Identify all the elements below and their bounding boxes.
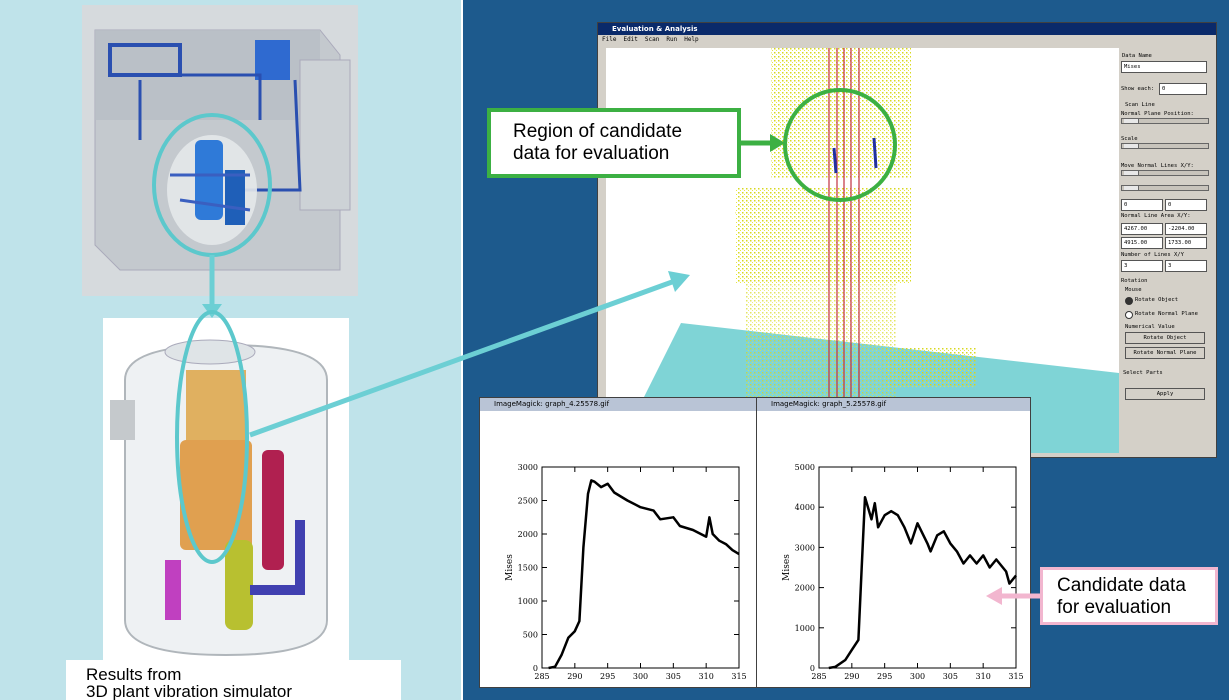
button[interactable]: Rotate Object: [1125, 332, 1205, 344]
control-label: Select Parts: [1123, 368, 1163, 378]
text-field[interactable]: 0: [1165, 199, 1207, 211]
text-field[interactable]: 3: [1165, 260, 1207, 272]
text-field[interactable]: 4267.00: [1121, 223, 1163, 235]
y-tick-label: 5000: [795, 463, 815, 472]
y-tick-label: 2500: [518, 497, 538, 506]
x-tick-label: 285: [534, 672, 549, 681]
plot-frame: [819, 467, 1016, 668]
y-tick-label: 4000: [795, 503, 815, 512]
x-tick-label: 315: [1008, 672, 1023, 681]
y-tick-label: 3000: [518, 463, 538, 472]
menu-item[interactable]: Help: [684, 36, 698, 43]
plot-frame: [542, 467, 739, 668]
slider[interactable]: [1121, 143, 1209, 149]
text-field[interactable]: 0: [1121, 199, 1163, 211]
data-line: [549, 480, 739, 668]
control-label: Data Name: [1122, 51, 1152, 61]
radio-button[interactable]: [1125, 297, 1133, 305]
x-tick-label: 300: [633, 672, 648, 681]
button[interactable]: Rotate Normal Plane: [1125, 347, 1205, 359]
x-tick-label: 295: [600, 672, 615, 681]
y-tick-label: 500: [523, 631, 538, 640]
x-tick-label: 285: [811, 672, 826, 681]
y-axis-label: Mises: [782, 554, 792, 581]
y-tick-label: 1500: [518, 564, 538, 573]
x-tick-label: 305: [666, 672, 681, 681]
x-tick-label: 305: [943, 672, 958, 681]
menu-item[interactable]: File: [602, 36, 616, 43]
callout: Candidate data for evaluation: [1040, 567, 1218, 625]
radio-option[interactable]: Rotate Normal Plane: [1125, 309, 1198, 319]
callout-text: Region of candidate: [513, 121, 737, 143]
caption: 3D plant vibration simulator: [86, 682, 292, 700]
text-field[interactable]: 3: [1121, 260, 1163, 272]
menu-item[interactable]: Scan: [645, 36, 659, 43]
control-label: Numerical Value: [1125, 322, 1175, 332]
x-tick-label: 300: [910, 672, 925, 681]
radio-button[interactable]: [1125, 311, 1133, 319]
data-line: [829, 497, 1016, 668]
callout-text: for evaluation: [1057, 597, 1215, 619]
x-tick-label: 310: [699, 672, 714, 681]
text-field[interactable]: 4915.00: [1121, 237, 1163, 249]
menu-item[interactable]: Edit: [623, 36, 637, 43]
button[interactable]: Apply: [1125, 388, 1205, 400]
control-label: Show each:: [1121, 84, 1154, 94]
page: Results from 3D plant vibration simulato…: [0, 0, 1229, 700]
x-tick-label: 290: [567, 672, 582, 681]
text-field[interactable]: -2204.00: [1165, 223, 1207, 235]
callout-text: Candidate data: [1057, 575, 1215, 597]
menu-bar: File Edit Scan Run Help: [602, 36, 706, 43]
control-label: Number of Lines X/Y: [1121, 250, 1184, 260]
dropdown[interactable]: 0: [1159, 83, 1207, 95]
x-tick-label: 295: [877, 672, 892, 681]
reactor-image: [103, 312, 349, 668]
slider-thumb: [1124, 144, 1139, 148]
x-tick-label: 290: [844, 672, 859, 681]
callout: Region of candidate data for evaluation: [487, 108, 741, 178]
plant-image: [82, 5, 358, 296]
slider[interactable]: [1121, 118, 1209, 124]
x-tick-label: 315: [731, 672, 746, 681]
slider[interactable]: [1121, 170, 1209, 176]
y-tick-label: 2000: [518, 530, 538, 539]
window-title: Evaluation & Analysis: [598, 23, 1216, 35]
y-tick-label: 1000: [795, 624, 815, 633]
slider-thumb: [1124, 171, 1139, 175]
y-tick-label: 2000: [795, 584, 815, 593]
callout-text: data for evaluation: [513, 143, 737, 165]
slider-thumb: [1124, 186, 1139, 190]
control-label: Mouse: [1125, 285, 1142, 295]
y-axis-label: Mises: [505, 554, 515, 581]
menu-item[interactable]: Run: [666, 36, 677, 43]
slider-thumb: [1124, 119, 1139, 123]
main-window: Evaluation & Analysis File Edit Scan Run Hel…: [597, 22, 1217, 458]
y-tick-label: 3000: [795, 543, 815, 552]
text-field[interactable]: 1733.00: [1165, 237, 1207, 249]
dropdown[interactable]: Mises: [1121, 61, 1207, 73]
control-label: Normal Line Area X/Y:: [1121, 211, 1191, 221]
slider[interactable]: [1121, 185, 1209, 191]
y-tick-label: 1000: [518, 597, 538, 606]
x-tick-label: 310: [976, 672, 991, 681]
